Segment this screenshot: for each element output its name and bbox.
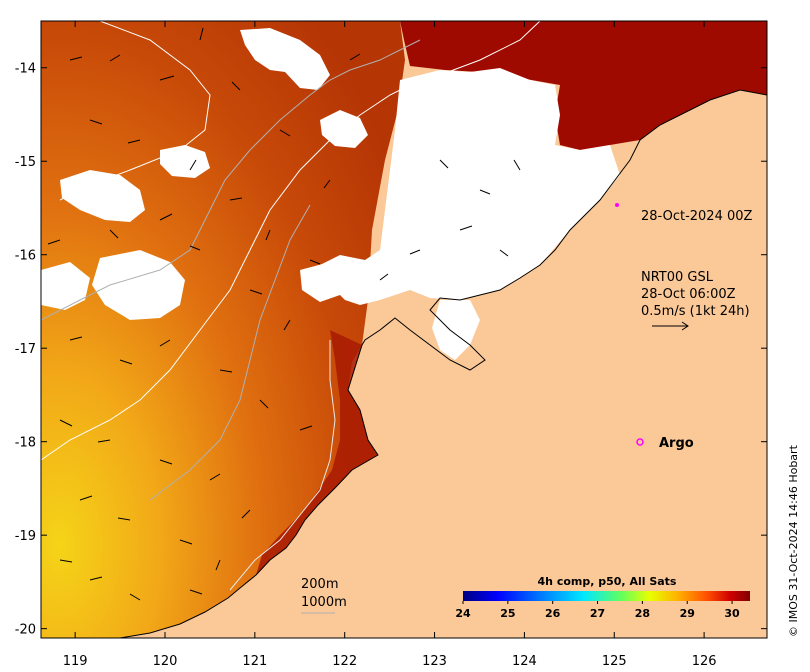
track-point: [615, 203, 619, 207]
current-scale-label: 0.5m/s (1kt 24h): [641, 304, 750, 319]
x-axis: 119 120 121 122 123 124 125 126: [63, 21, 717, 669]
y-tick-label: -14: [15, 62, 36, 77]
x-tick-label: 126: [692, 654, 717, 669]
colorbar-tick-label: 24: [455, 607, 471, 620]
y-tick-label: -19: [15, 529, 36, 544]
current-source-label: NRT00 GSL: [641, 270, 714, 285]
argo-label: Argo: [659, 436, 694, 451]
y-tick-label: -20: [15, 623, 36, 638]
colorbar-ticks: 24 25 26 27 28 29 30: [455, 601, 740, 620]
coastline: [119, 89, 767, 638]
colorbar-tick-label: 27: [590, 607, 605, 620]
colorbar-tick-label: 25: [500, 607, 515, 620]
x-tick-label: 122: [332, 654, 357, 669]
x-tick-label: 123: [422, 654, 447, 669]
current-vectors: [47, 27, 521, 601]
kimberley-land: [120, 90, 767, 638]
x-tick-label: 124: [512, 654, 537, 669]
cloud-mask: [41, 28, 620, 360]
isobaths: [41, 21, 541, 591]
y-axis: -14 -15 -16 -17 -18 -19 -20: [15, 62, 767, 638]
map-layers: [41, 21, 767, 638]
isobath-coastal-line: [229, 340, 336, 591]
plot-frame: [40, 20, 768, 639]
isobath-200-line: [41, 39, 421, 501]
argo-float-marker: [636, 438, 644, 446]
y-tick-label: -18: [15, 436, 36, 451]
track-label: 28-Oct-2024 00Z: [641, 209, 753, 224]
current-time-label: 28-Oct 06:00Z: [641, 287, 736, 302]
x-tick-label: 119: [63, 654, 88, 669]
isobath-1000-line: [41, 21, 541, 461]
colorbar: 4h comp, p50, All Sats 24 25 26 27 28 29 30: [455, 575, 750, 620]
colorbar-tick-label: 29: [680, 607, 695, 620]
sst-ocean-field: [41, 21, 405, 638]
current-scale-arrow: [652, 321, 689, 331]
y-tick-label: -17: [15, 342, 36, 357]
colorbar-tick-label: 30: [724, 607, 740, 620]
sst-hot-region-ne: [400, 21, 767, 150]
isobath-1000-label: 1000m: [301, 595, 347, 610]
colorbar-title: 4h comp, p50, All Sats: [538, 575, 677, 588]
colorbar-tick-label: 28: [635, 607, 650, 620]
credit-label: © IMOS 31-Oct-2024 14:46 Hobart: [787, 444, 800, 637]
y-tick-label: -15: [15, 155, 36, 170]
sst-warm-coastal-band: [256, 330, 378, 575]
colorbar-tick-label: 26: [545, 607, 561, 620]
x-tick-label: 121: [242, 654, 267, 669]
isobath-200-label: 200m: [301, 577, 338, 592]
colorbar-ramp: [463, 591, 750, 601]
x-tick-label: 120: [153, 654, 178, 669]
y-tick-label: -16: [15, 249, 36, 264]
x-tick-label: 125: [602, 654, 627, 669]
